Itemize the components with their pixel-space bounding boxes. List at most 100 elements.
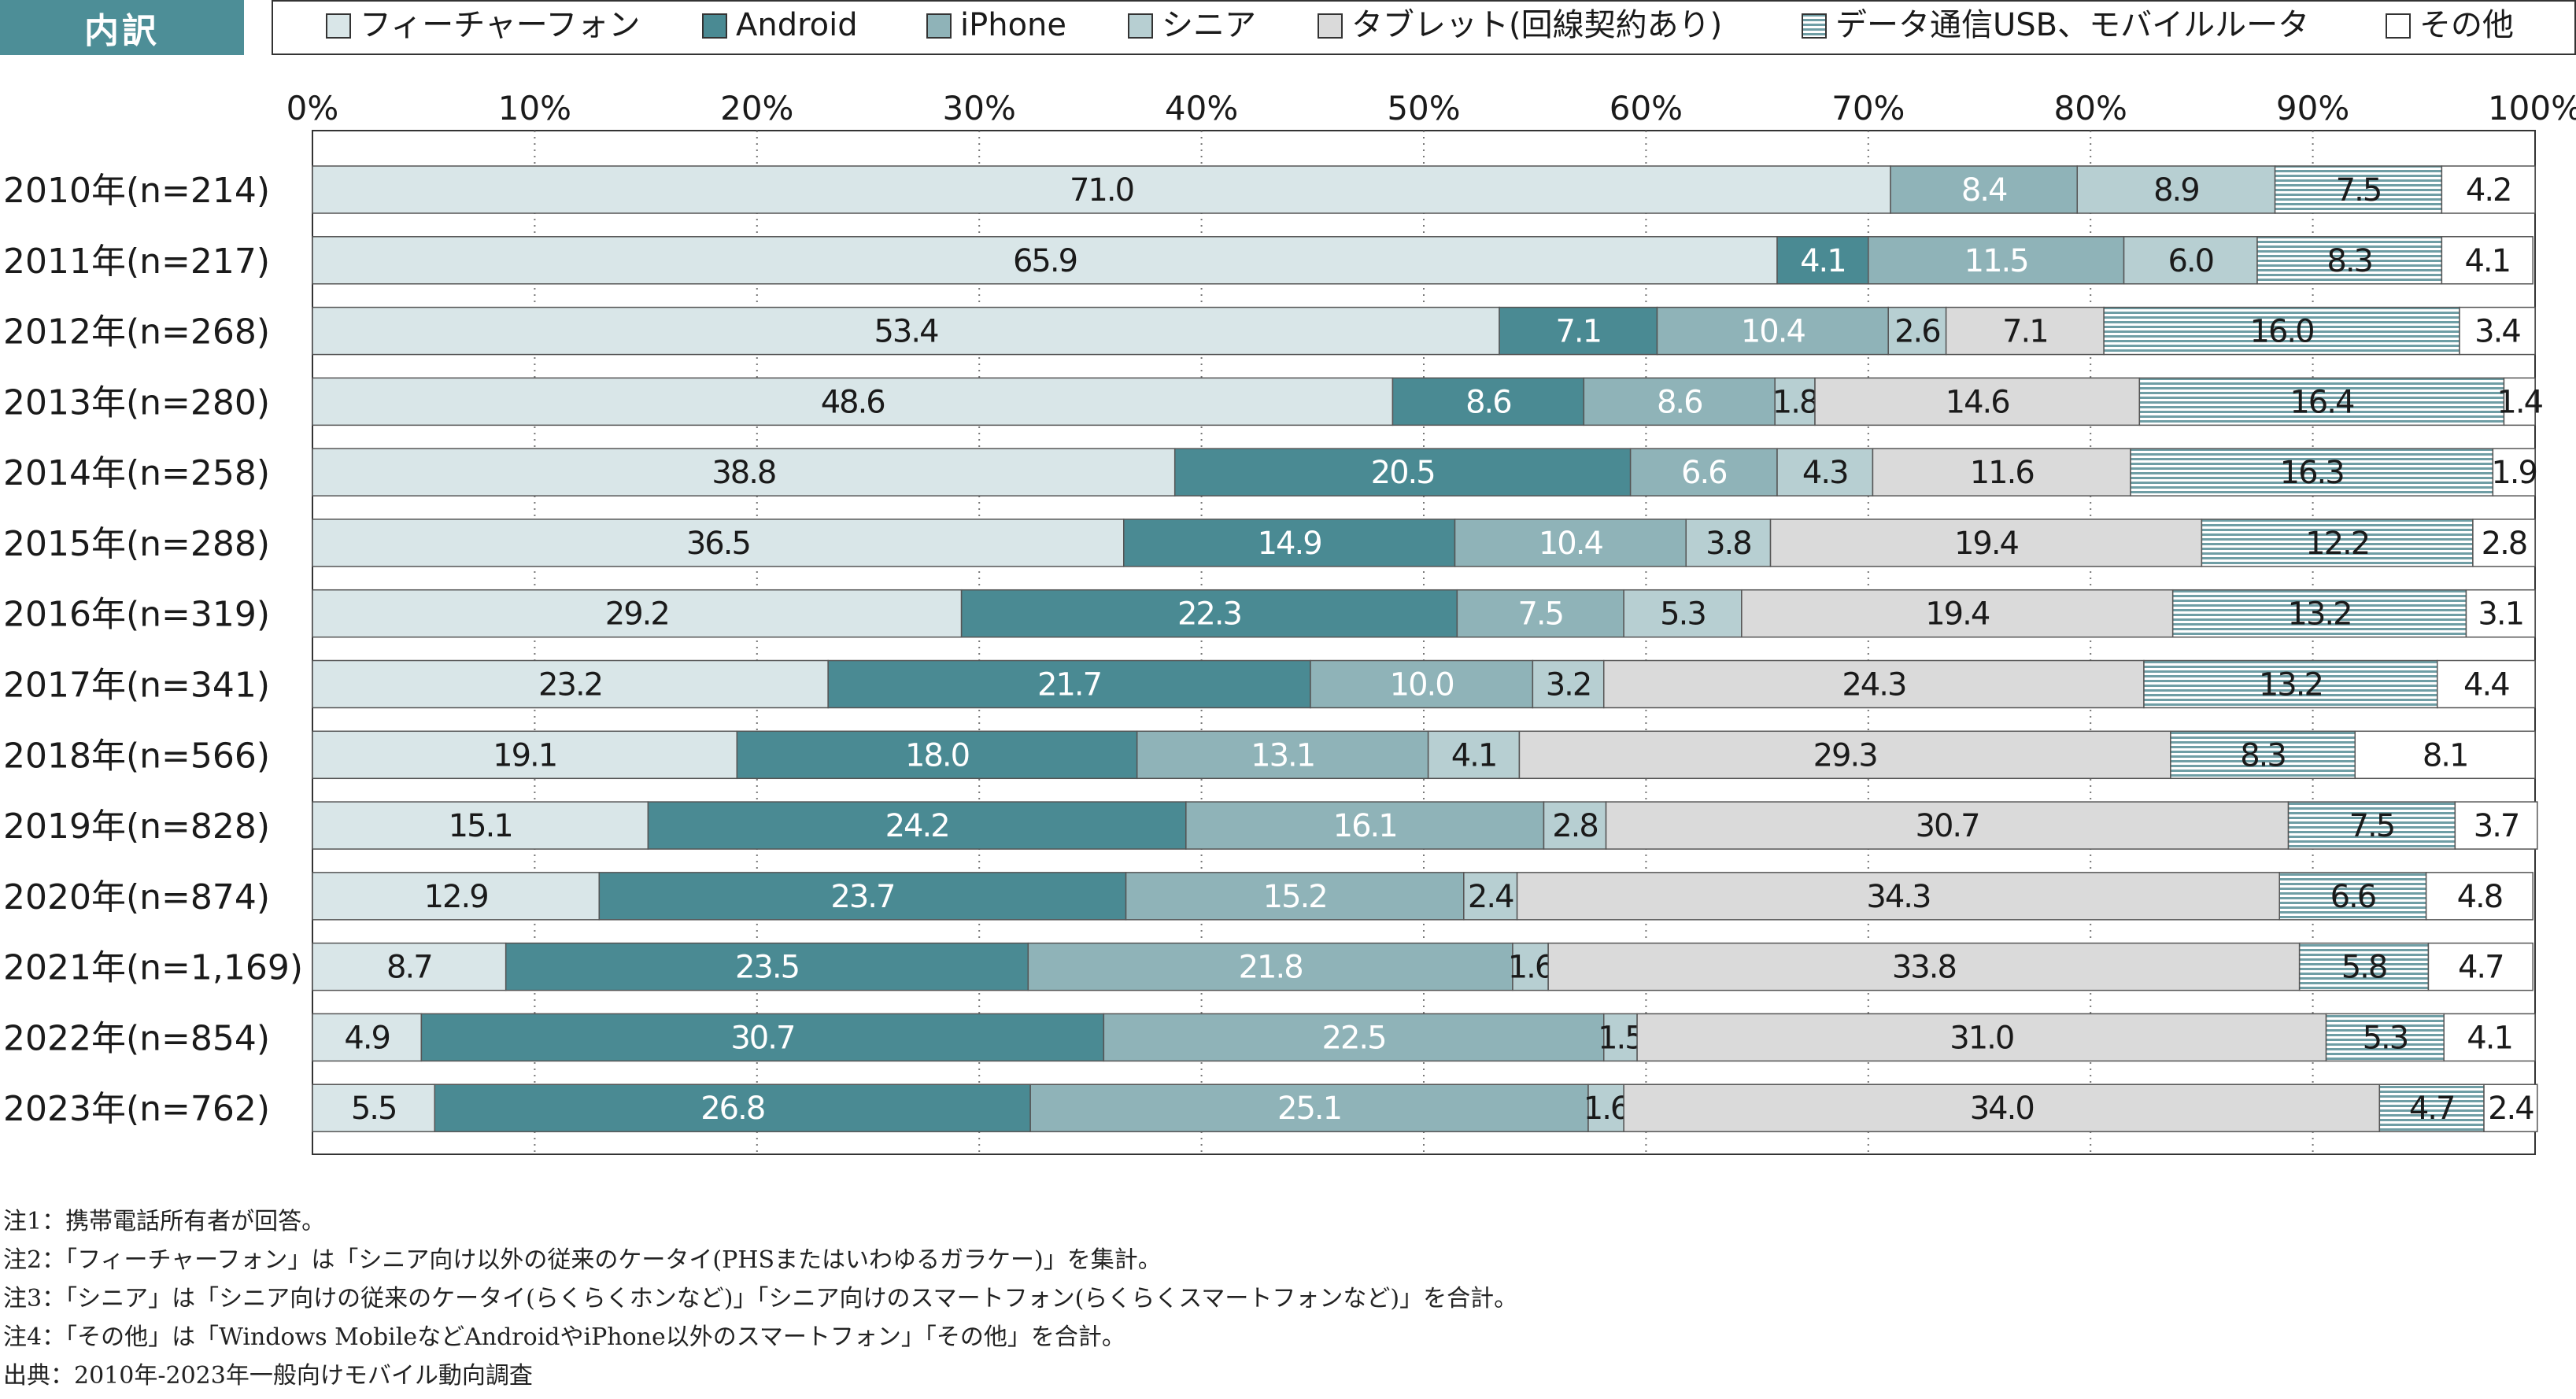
bar-segment bbox=[1629, 448, 1778, 496]
legend-label: Android bbox=[736, 7, 858, 43]
bar-segment bbox=[434, 1083, 1031, 1132]
data-label: 2.8 bbox=[1552, 808, 1598, 844]
bar-segment bbox=[2465, 589, 2536, 638]
x-tick-label: 30% bbox=[943, 89, 1016, 127]
data-label: 16.0 bbox=[2250, 314, 2314, 350]
note-2: 注2：「フィーチャーフォン」は「シニア向け以外の従来のケータイ(PHSまたはいわ… bbox=[3, 1246, 1162, 1274]
data-label: 16.1 bbox=[1333, 808, 1397, 844]
legend-label: データ通信USB、モバイルルータ bbox=[1835, 7, 2309, 43]
bar-segment bbox=[2454, 801, 2538, 850]
bar-segment bbox=[312, 236, 1778, 285]
bar-segment bbox=[1776, 448, 1874, 496]
bar-segment bbox=[2483, 1083, 2538, 1132]
bar-segment bbox=[2472, 519, 2536, 567]
legend-swatch bbox=[926, 13, 952, 39]
bar-segment bbox=[1587, 1083, 1624, 1132]
bar-segment bbox=[1499, 306, 1658, 356]
data-label: 16.3 bbox=[2280, 455, 2344, 491]
data-label: 14.9 bbox=[1258, 526, 1321, 562]
data-label: 23.7 bbox=[830, 879, 894, 915]
data-label: 3.8 bbox=[1706, 526, 1751, 562]
bar-segment bbox=[1685, 519, 1772, 567]
legend-swatch bbox=[1318, 13, 1343, 39]
data-label: 19.4 bbox=[1954, 526, 2019, 562]
bar-segment bbox=[1887, 306, 1947, 356]
data-label: 8.1 bbox=[2423, 737, 2468, 773]
data-label: 10.4 bbox=[1741, 314, 1805, 350]
x-tick-label: 70% bbox=[1831, 89, 1905, 127]
x-tick-label: 50% bbox=[1387, 89, 1460, 127]
legend bbox=[272, 0, 2576, 55]
legend-swatch bbox=[2386, 13, 2411, 39]
bar-segment bbox=[312, 377, 1394, 426]
data-label: 2.6 bbox=[1894, 314, 1940, 350]
bar-segment bbox=[1656, 306, 1889, 356]
bar-segment bbox=[2143, 659, 2438, 709]
bar-segment bbox=[1456, 589, 1624, 638]
data-label: 15.1 bbox=[449, 808, 512, 844]
x-tick-label: 40% bbox=[1165, 89, 1238, 127]
data-label: 2.4 bbox=[1468, 879, 1513, 915]
category-label: 2017年(n=341) bbox=[3, 666, 270, 706]
bar-segment bbox=[312, 519, 1125, 567]
data-label: 12.9 bbox=[424, 879, 488, 915]
bar-segment bbox=[1583, 377, 1776, 426]
bar-segment bbox=[312, 659, 829, 709]
data-label: 19.4 bbox=[1925, 596, 1990, 633]
data-label: 15.2 bbox=[1263, 879, 1327, 915]
bar-segment bbox=[2170, 730, 2356, 780]
note-3: 注3：「シニア」は「シニア向けの従来のケータイ(らくらくホンなど)」「シニア向け… bbox=[3, 1285, 1518, 1312]
category-label: 2012年(n=268) bbox=[3, 312, 270, 353]
data-label: 1.6 bbox=[1584, 1091, 1629, 1127]
data-label: 8.6 bbox=[1465, 384, 1511, 420]
bar-segment bbox=[736, 730, 1138, 780]
bar-segment bbox=[2425, 872, 2533, 921]
data-label: 1.5 bbox=[1598, 1020, 1643, 1056]
data-label: 4.1 bbox=[1800, 243, 1846, 279]
bar-segment bbox=[312, 589, 963, 638]
bar-segment bbox=[312, 165, 1891, 214]
data-label: 53.4 bbox=[874, 314, 938, 350]
bar-segment bbox=[1463, 872, 1518, 921]
bar-segment bbox=[312, 306, 1500, 356]
bar-segment bbox=[2076, 165, 2276, 214]
bar-segment bbox=[1602, 659, 2145, 709]
bar-segment bbox=[1602, 1013, 1638, 1062]
bar-segment bbox=[1125, 872, 1465, 921]
data-label: 5.3 bbox=[1660, 596, 1706, 633]
bar-segment bbox=[598, 872, 1127, 921]
category-label: 2011年(n=217) bbox=[3, 242, 270, 282]
stacked-bar-chart: フィーチャーフォン Android iPhone シニア タブレット(回線契約あり) デー… bbox=[3, 7, 2576, 1155]
legend-label: その他 bbox=[2419, 7, 2514, 43]
category-label: 2018年(n=566) bbox=[3, 736, 270, 776]
data-label: 4.3 bbox=[1802, 455, 1848, 491]
bar-segment bbox=[312, 730, 738, 780]
bar-segment bbox=[2325, 1013, 2445, 1062]
data-label: 7.1 bbox=[1555, 314, 1601, 350]
data-label: 10.0 bbox=[1390, 667, 1454, 703]
bar-segment bbox=[1774, 377, 1816, 426]
bar-segment bbox=[1868, 236, 2125, 285]
data-label: 8.9 bbox=[2153, 172, 2199, 209]
data-label: 21.8 bbox=[1239, 950, 1303, 986]
data-label: 3.1 bbox=[2478, 596, 2523, 633]
data-label: 29.2 bbox=[605, 596, 669, 633]
bar-segment bbox=[1123, 519, 1456, 567]
data-label: 29.3 bbox=[1813, 737, 1877, 773]
bar-segment bbox=[647, 801, 1187, 850]
bar-segment bbox=[504, 942, 1029, 991]
bar-segment bbox=[1391, 377, 1585, 426]
data-label: 4.1 bbox=[2464, 243, 2510, 279]
data-label: 4.2 bbox=[2466, 172, 2511, 209]
data-label: 8.6 bbox=[1657, 384, 1702, 420]
data-label: 3.2 bbox=[1546, 667, 1591, 703]
bar-segment bbox=[1814, 377, 2141, 426]
bar-segment bbox=[1454, 519, 1687, 567]
data-label: 10.4 bbox=[1539, 526, 1603, 562]
bar-segment bbox=[1769, 519, 2203, 567]
bar-segment bbox=[2256, 236, 2443, 285]
x-tick-label: 0% bbox=[286, 89, 339, 127]
bar-segment bbox=[420, 1013, 1105, 1062]
bar-segment bbox=[2123, 236, 2258, 285]
data-label: 16.4 bbox=[2290, 384, 2354, 420]
